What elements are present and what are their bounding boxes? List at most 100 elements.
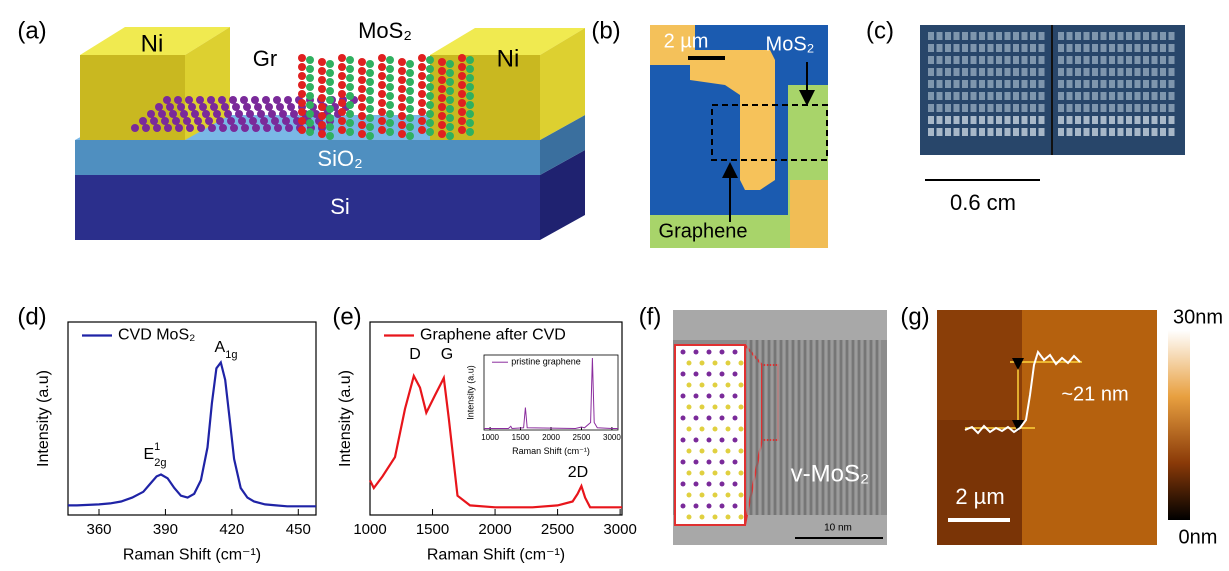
- pattern: [1013, 68, 1019, 76]
- atom: [284, 96, 292, 104]
- atom: [686, 382, 692, 388]
- x-tick-label: 420: [219, 521, 244, 538]
- atom: [732, 393, 738, 399]
- atom: [268, 110, 276, 118]
- atom: [306, 92, 314, 100]
- x-axis-label: Raman Shift (cm⁻¹): [427, 547, 565, 564]
- colorbar-label: 30nm: [1173, 306, 1223, 328]
- atom: [298, 99, 306, 107]
- atom: [235, 110, 243, 118]
- pattern: [953, 92, 960, 100]
- plot-frame: [67, 321, 317, 516]
- atom: [418, 63, 426, 71]
- pattern: [1126, 44, 1132, 52]
- atom: [163, 96, 171, 104]
- x-tick-label: 1500: [416, 521, 449, 538]
- atom: [426, 92, 434, 100]
- peak-sup: 1: [154, 441, 160, 453]
- atom: [738, 492, 744, 498]
- atom: [358, 76, 366, 84]
- atom: [326, 123, 334, 131]
- atom: [686, 404, 692, 410]
- pattern: [1109, 128, 1115, 136]
- pattern: [928, 80, 934, 88]
- label: Gr: [253, 46, 277, 71]
- atom: [693, 503, 699, 509]
- atom: [298, 90, 306, 98]
- atom: [386, 65, 394, 73]
- pattern: [979, 68, 985, 76]
- pattern: [1117, 128, 1124, 136]
- pattern: [1126, 68, 1132, 76]
- atom: [196, 96, 204, 104]
- pattern: [1143, 128, 1149, 136]
- atom: [285, 124, 293, 132]
- atom: [438, 121, 446, 129]
- atom: [426, 119, 434, 127]
- pattern: [1151, 104, 1158, 112]
- atom: [298, 126, 306, 134]
- atom: [306, 101, 314, 109]
- atom: [346, 56, 354, 64]
- x-tick-label: 2500: [541, 521, 574, 538]
- atom: [706, 503, 712, 509]
- pattern: [979, 32, 985, 40]
- atom: [207, 96, 215, 104]
- pattern: [1160, 80, 1166, 88]
- pattern: [1038, 104, 1045, 112]
- pattern: [1021, 44, 1028, 52]
- atom: [306, 65, 314, 73]
- pattern: [936, 68, 943, 76]
- atom: [346, 101, 354, 109]
- atom: [338, 54, 346, 62]
- pattern: [945, 116, 951, 124]
- pattern: [1030, 44, 1036, 52]
- pattern: [1134, 56, 1141, 64]
- pattern: [936, 44, 943, 52]
- atom: [438, 112, 446, 120]
- atom: [732, 503, 738, 509]
- atom: [249, 117, 257, 125]
- atom: [158, 110, 166, 118]
- atom: [458, 90, 466, 98]
- atom: [466, 92, 474, 100]
- atom: [446, 96, 454, 104]
- atom: [398, 67, 406, 75]
- x-tick-label: 450: [286, 521, 311, 538]
- atom: [183, 117, 191, 125]
- pattern: [1092, 68, 1098, 76]
- pattern: [1013, 104, 1019, 112]
- pattern: [996, 128, 1002, 136]
- atom: [680, 349, 686, 355]
- pattern: [979, 92, 985, 100]
- atom: [686, 470, 692, 476]
- pattern: [1168, 116, 1175, 124]
- pattern: [953, 56, 960, 64]
- atom: [732, 349, 738, 355]
- atom: [738, 426, 744, 432]
- atom: [166, 103, 174, 111]
- panel-label: (c): [866, 17, 894, 44]
- atom: [438, 85, 446, 93]
- atom: [298, 63, 306, 71]
- atom: [458, 63, 466, 71]
- pattern: [1066, 116, 1073, 124]
- pattern: [1013, 80, 1019, 88]
- atom: [466, 128, 474, 136]
- atom: [216, 117, 224, 125]
- atom: [693, 371, 699, 377]
- pattern: [1083, 44, 1090, 52]
- atom: [693, 481, 699, 487]
- atom: [318, 121, 326, 129]
- pattern: [1038, 92, 1045, 100]
- pattern: [1058, 116, 1064, 124]
- pattern: [953, 116, 960, 124]
- atom: [378, 108, 386, 116]
- pattern: [1058, 128, 1064, 136]
- pattern: [962, 92, 968, 100]
- pattern: [970, 56, 977, 64]
- pattern: [1117, 116, 1124, 124]
- atom: [398, 130, 406, 138]
- pattern: [936, 56, 943, 64]
- pattern: [1058, 104, 1064, 112]
